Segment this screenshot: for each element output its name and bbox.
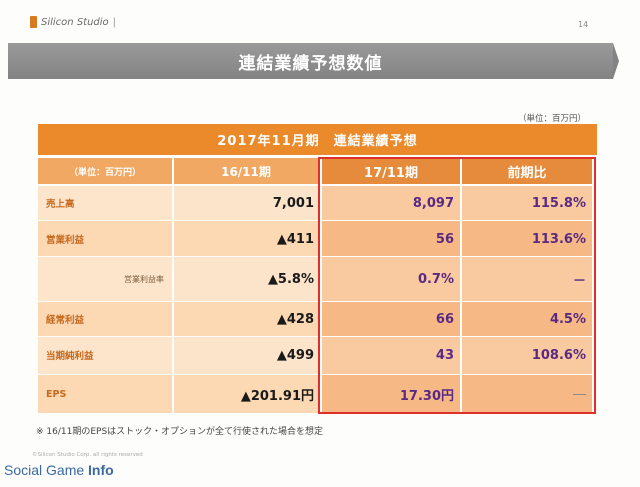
value-forecast: 0.7% [417,271,454,287]
row-bg [322,337,460,374]
value-prev: ▲411 [276,231,314,247]
row-label: 営業利益 [46,235,85,246]
row-bg [462,221,592,256]
row-bg [38,257,172,301]
value-change: 113.6% [531,231,586,247]
highlight-frame [318,157,596,414]
row-bg [174,257,318,301]
table-row: 当期純利益 ▲499 43 108.6% [38,338,592,372]
unit-note: （単位：百万円） [518,114,587,124]
title-band: 連結業績予想数値 [8,43,619,79]
page-number: 14 [578,20,589,29]
row-label: 当期純利益 [46,351,94,362]
row-bg [462,337,592,374]
value-change: 4.5% [549,311,586,327]
value-prev: 7,001 [272,195,314,211]
row-bg [322,221,460,256]
column-header-forecast: 17/11期 [322,158,460,184]
column-header-change: 前期比 [462,158,592,184]
row-bg [38,221,172,256]
watermark: Social Game Info [4,462,114,478]
table-row: EPS ▲201.91円 17.30円 ― [38,377,592,411]
value-forecast: 56 [435,231,454,247]
row-bg [322,302,460,336]
logo-text: Silicon Studio [41,16,109,28]
value-prev: ▲499 [276,347,314,363]
row-bg [462,186,592,220]
row-bg [38,337,172,374]
row-bg [462,257,592,301]
watermark-part2: Info [88,462,114,478]
row-bg [462,375,592,413]
row-label: 経常利益 [46,315,85,326]
value-forecast: 17.30円 [399,388,454,404]
row-bg [322,375,460,413]
row-bg [38,186,172,220]
value-change: 108.6% [531,347,586,363]
footnote: ※ 16/11期のEPSはストック・オプションが全て行使された場合を想定 [36,427,323,437]
value-change: ― [573,386,586,402]
row-bg [38,302,172,336]
value-prev: ▲428 [276,311,314,327]
value-forecast: 43 [435,347,454,363]
row-bg [174,375,318,413]
row-bg [322,257,460,301]
row-bg [38,375,172,413]
table-row: 営業利益 ▲411 56 113.6% [38,222,592,256]
company-logo: Silicon Studio | [30,16,116,28]
value-change: 115.8% [531,195,586,211]
row-bg [174,186,318,220]
value-forecast: 8,097 [412,195,454,211]
logo-separator: | [112,16,117,28]
column-header-unit: （単位：百万円） [38,158,172,184]
value-change: － [572,273,586,289]
row-bg [174,337,318,374]
row-label: 売上高 [46,199,75,210]
table-row: 売上高 7,001 8,097 115.8% [38,186,592,220]
row-bg [174,302,318,336]
value-forecast: 66 [435,311,454,327]
table-row: 経常利益 ▲428 66 4.5% [38,302,592,336]
row-bg [174,221,318,256]
logo-icon [30,16,37,28]
table-title: 2017年11月期 連結業績予想 [217,134,418,149]
value-prev: ▲5.8% [267,271,314,287]
copyright: ©Silicon Studio Corp. all rights reserve… [32,452,143,458]
column-header-prev: 16/11期 [174,158,318,184]
table-row: 営業利益率 ▲5.8% 0.7% － [38,262,592,296]
page-title: 連結業績予想数値 [238,53,383,74]
row-bg [462,302,592,336]
row-label: 営業利益率 [124,274,164,284]
row-label: EPS [46,388,67,400]
row-bg [322,186,460,220]
table-title-band: 2017年11月期 連結業績予想 [38,124,597,155]
value-prev: ▲201.91円 [240,388,314,404]
watermark-part1: Social Game [4,462,89,478]
